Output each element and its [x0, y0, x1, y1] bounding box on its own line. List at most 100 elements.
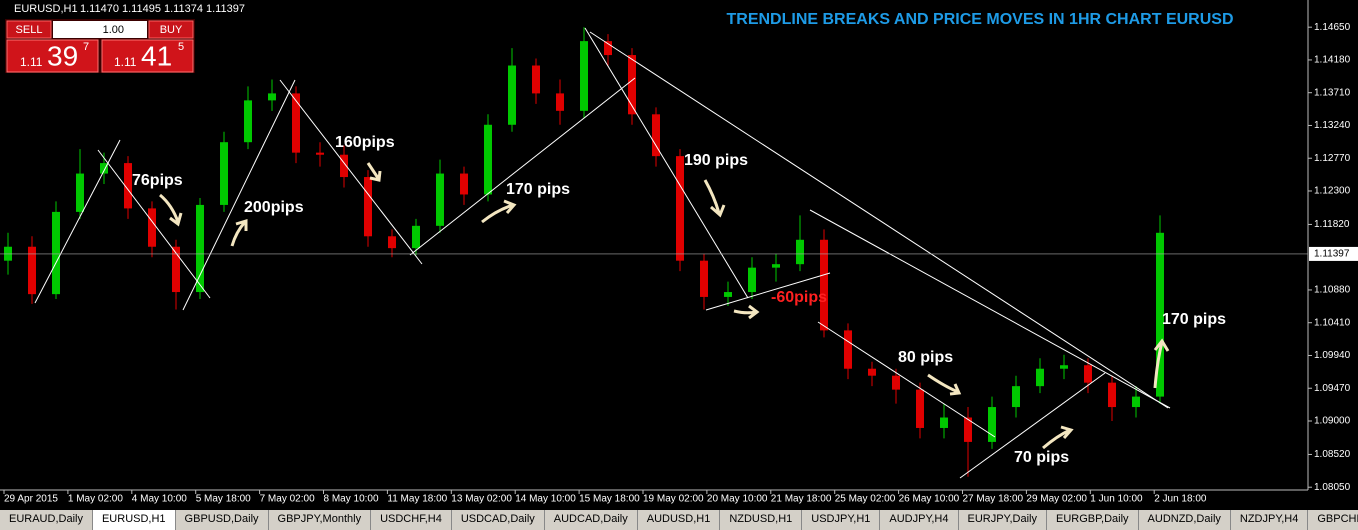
symbol-tab[interactable]: USDJPY,H1	[802, 510, 881, 530]
symbol-label: EURUSD,H1	[14, 3, 78, 15]
lots-text[interactable]: 1.00	[103, 24, 124, 36]
candle-body	[1060, 365, 1068, 369]
candle-body	[772, 264, 780, 268]
x-tick-label: 5 May 18:00	[196, 494, 251, 505]
candle-body	[700, 260, 708, 297]
annotation: -60pips	[771, 289, 827, 306]
trendline	[584, 27, 749, 299]
sell-price-big[interactable]: 1.11	[20, 55, 43, 69]
x-tick-label: 19 May 02:00	[643, 494, 704, 505]
candle-body	[76, 173, 84, 212]
trendline	[705, 272, 831, 311]
candle-body	[604, 41, 612, 56]
sell-button[interactable]	[6, 20, 52, 39]
buy-price-box[interactable]	[101, 39, 194, 73]
trendline	[817, 321, 996, 438]
sell-text[interactable]: SELL	[16, 24, 43, 36]
symbol-tab[interactable]: USDCAD,Daily	[452, 510, 545, 530]
candle-body	[748, 267, 756, 293]
x-tick-label: 27 May 18:00	[963, 494, 1024, 505]
candle-body	[820, 239, 828, 331]
symbol-tab[interactable]: GBPUSD,Daily	[176, 510, 269, 530]
trendline	[182, 79, 296, 311]
symbol-tab[interactable]: AUDUSD,H1	[638, 510, 721, 530]
symbol-tab[interactable]: AUDJPY,H4	[880, 510, 959, 530]
current-price-label: 1.11397	[1314, 249, 1350, 260]
annotation: 200pips	[244, 199, 304, 216]
candle-body	[412, 225, 420, 249]
arrows	[159, 162, 1170, 450]
symbol-tab[interactable]: EURAUD,Daily	[0, 510, 93, 530]
y-tick-label: 1.11820	[1314, 219, 1350, 230]
symbol-tab[interactable]: USDCHF,H4	[371, 510, 452, 530]
annotation: 160pips	[335, 134, 395, 151]
lots-input[interactable]	[53, 21, 147, 38]
candle-body	[1084, 365, 1092, 383]
candle-body	[316, 152, 324, 155]
x-tick-label: 2 Jun 18:00	[1154, 494, 1207, 505]
trendline	[409, 77, 636, 256]
buy-price-big[interactable]: 1.11	[114, 55, 137, 69]
candle-body	[724, 292, 732, 297]
x-tick-label: 7 May 02:00	[260, 494, 315, 505]
x-tick-label: 13 May 02:00	[451, 494, 512, 505]
symbol-tab[interactable]: AUDNZD,Daily	[1139, 510, 1231, 530]
candle-body	[244, 100, 252, 143]
symbol-tab[interactable]: GBPJPY,Monthly	[269, 510, 372, 530]
trendline	[959, 372, 1106, 479]
x-tick-label: 29 May 02:00	[1026, 494, 1087, 505]
symbol-tab[interactable]: EURUSD,H1	[92, 510, 176, 530]
candle-body	[916, 389, 924, 428]
trendline	[589, 31, 1169, 409]
candle-body	[556, 93, 564, 111]
annotation: 170 pips	[1162, 311, 1226, 328]
symbol-tab[interactable]: EURJPY,Daily	[959, 510, 1047, 530]
trendline	[279, 79, 423, 265]
x-tick-label: 14 May 10:00	[515, 494, 576, 505]
y-tick-label: 1.09470	[1314, 383, 1351, 394]
y-tick-label: 1.12770	[1314, 153, 1351, 164]
arrow	[481, 199, 517, 224]
candles	[4, 27, 1164, 477]
candle-body	[28, 246, 36, 295]
arrow	[703, 179, 726, 218]
candle-body	[196, 204, 204, 293]
symbol-tab[interactable]: NZDUSD,H1	[720, 510, 803, 530]
arrow	[366, 162, 382, 182]
candle-body	[460, 173, 468, 195]
candle-body	[964, 417, 972, 442]
buy-price-sup[interactable]: 5	[178, 41, 184, 53]
x-tick-label: 15 May 18:00	[579, 494, 640, 505]
candle-body	[292, 93, 300, 153]
sell-price-main[interactable]: 39	[47, 40, 78, 71]
trendline	[34, 139, 121, 304]
sell-price-box[interactable]	[6, 39, 99, 73]
symbol-tab[interactable]: AUDCAD,Daily	[545, 510, 638, 530]
symbol-tab[interactable]: GBPCHF	[1308, 510, 1358, 530]
annotation: 76pips	[132, 172, 183, 189]
trendline	[97, 149, 211, 299]
tab-bar: EURAUD,Daily EURUSD,H1 GBPUSD,Daily GBPJPY,…	[0, 510, 1358, 530]
candle-body	[628, 55, 636, 115]
x-tick-label: 29 Apr 2015	[4, 494, 58, 505]
chart-title: TRENDLINE BREAKS AND PRICE MOVES IN 1HR …	[727, 11, 1234, 28]
candle-body	[100, 163, 108, 174]
chart: EURUSD,H1 1.11470 1.11495 1.11374 1.1139…	[0, 0, 1358, 505]
candle-body	[1132, 396, 1140, 408]
buy-text[interactable]: BUY	[160, 24, 183, 36]
candle-body	[268, 93, 276, 101]
current-price-bg	[1309, 246, 1358, 261]
buy-price-main[interactable]: 41	[141, 40, 172, 71]
symbol-tab[interactable]: NZDJPY,H4	[1231, 510, 1309, 530]
candle-body	[1156, 232, 1164, 397]
candle-body	[1036, 368, 1044, 387]
buy-button[interactable]	[148, 20, 194, 39]
candle-body	[1012, 386, 1020, 408]
x-tick-label: 8 May 10:00	[324, 494, 379, 505]
candle-body	[532, 65, 540, 94]
annotation: 170 pips	[506, 181, 570, 198]
arrow	[230, 218, 248, 247]
candle-body	[892, 375, 900, 390]
symbol-tab[interactable]: EURGBP,Daily	[1047, 510, 1139, 530]
sell-price-sup[interactable]: 7	[83, 41, 89, 53]
